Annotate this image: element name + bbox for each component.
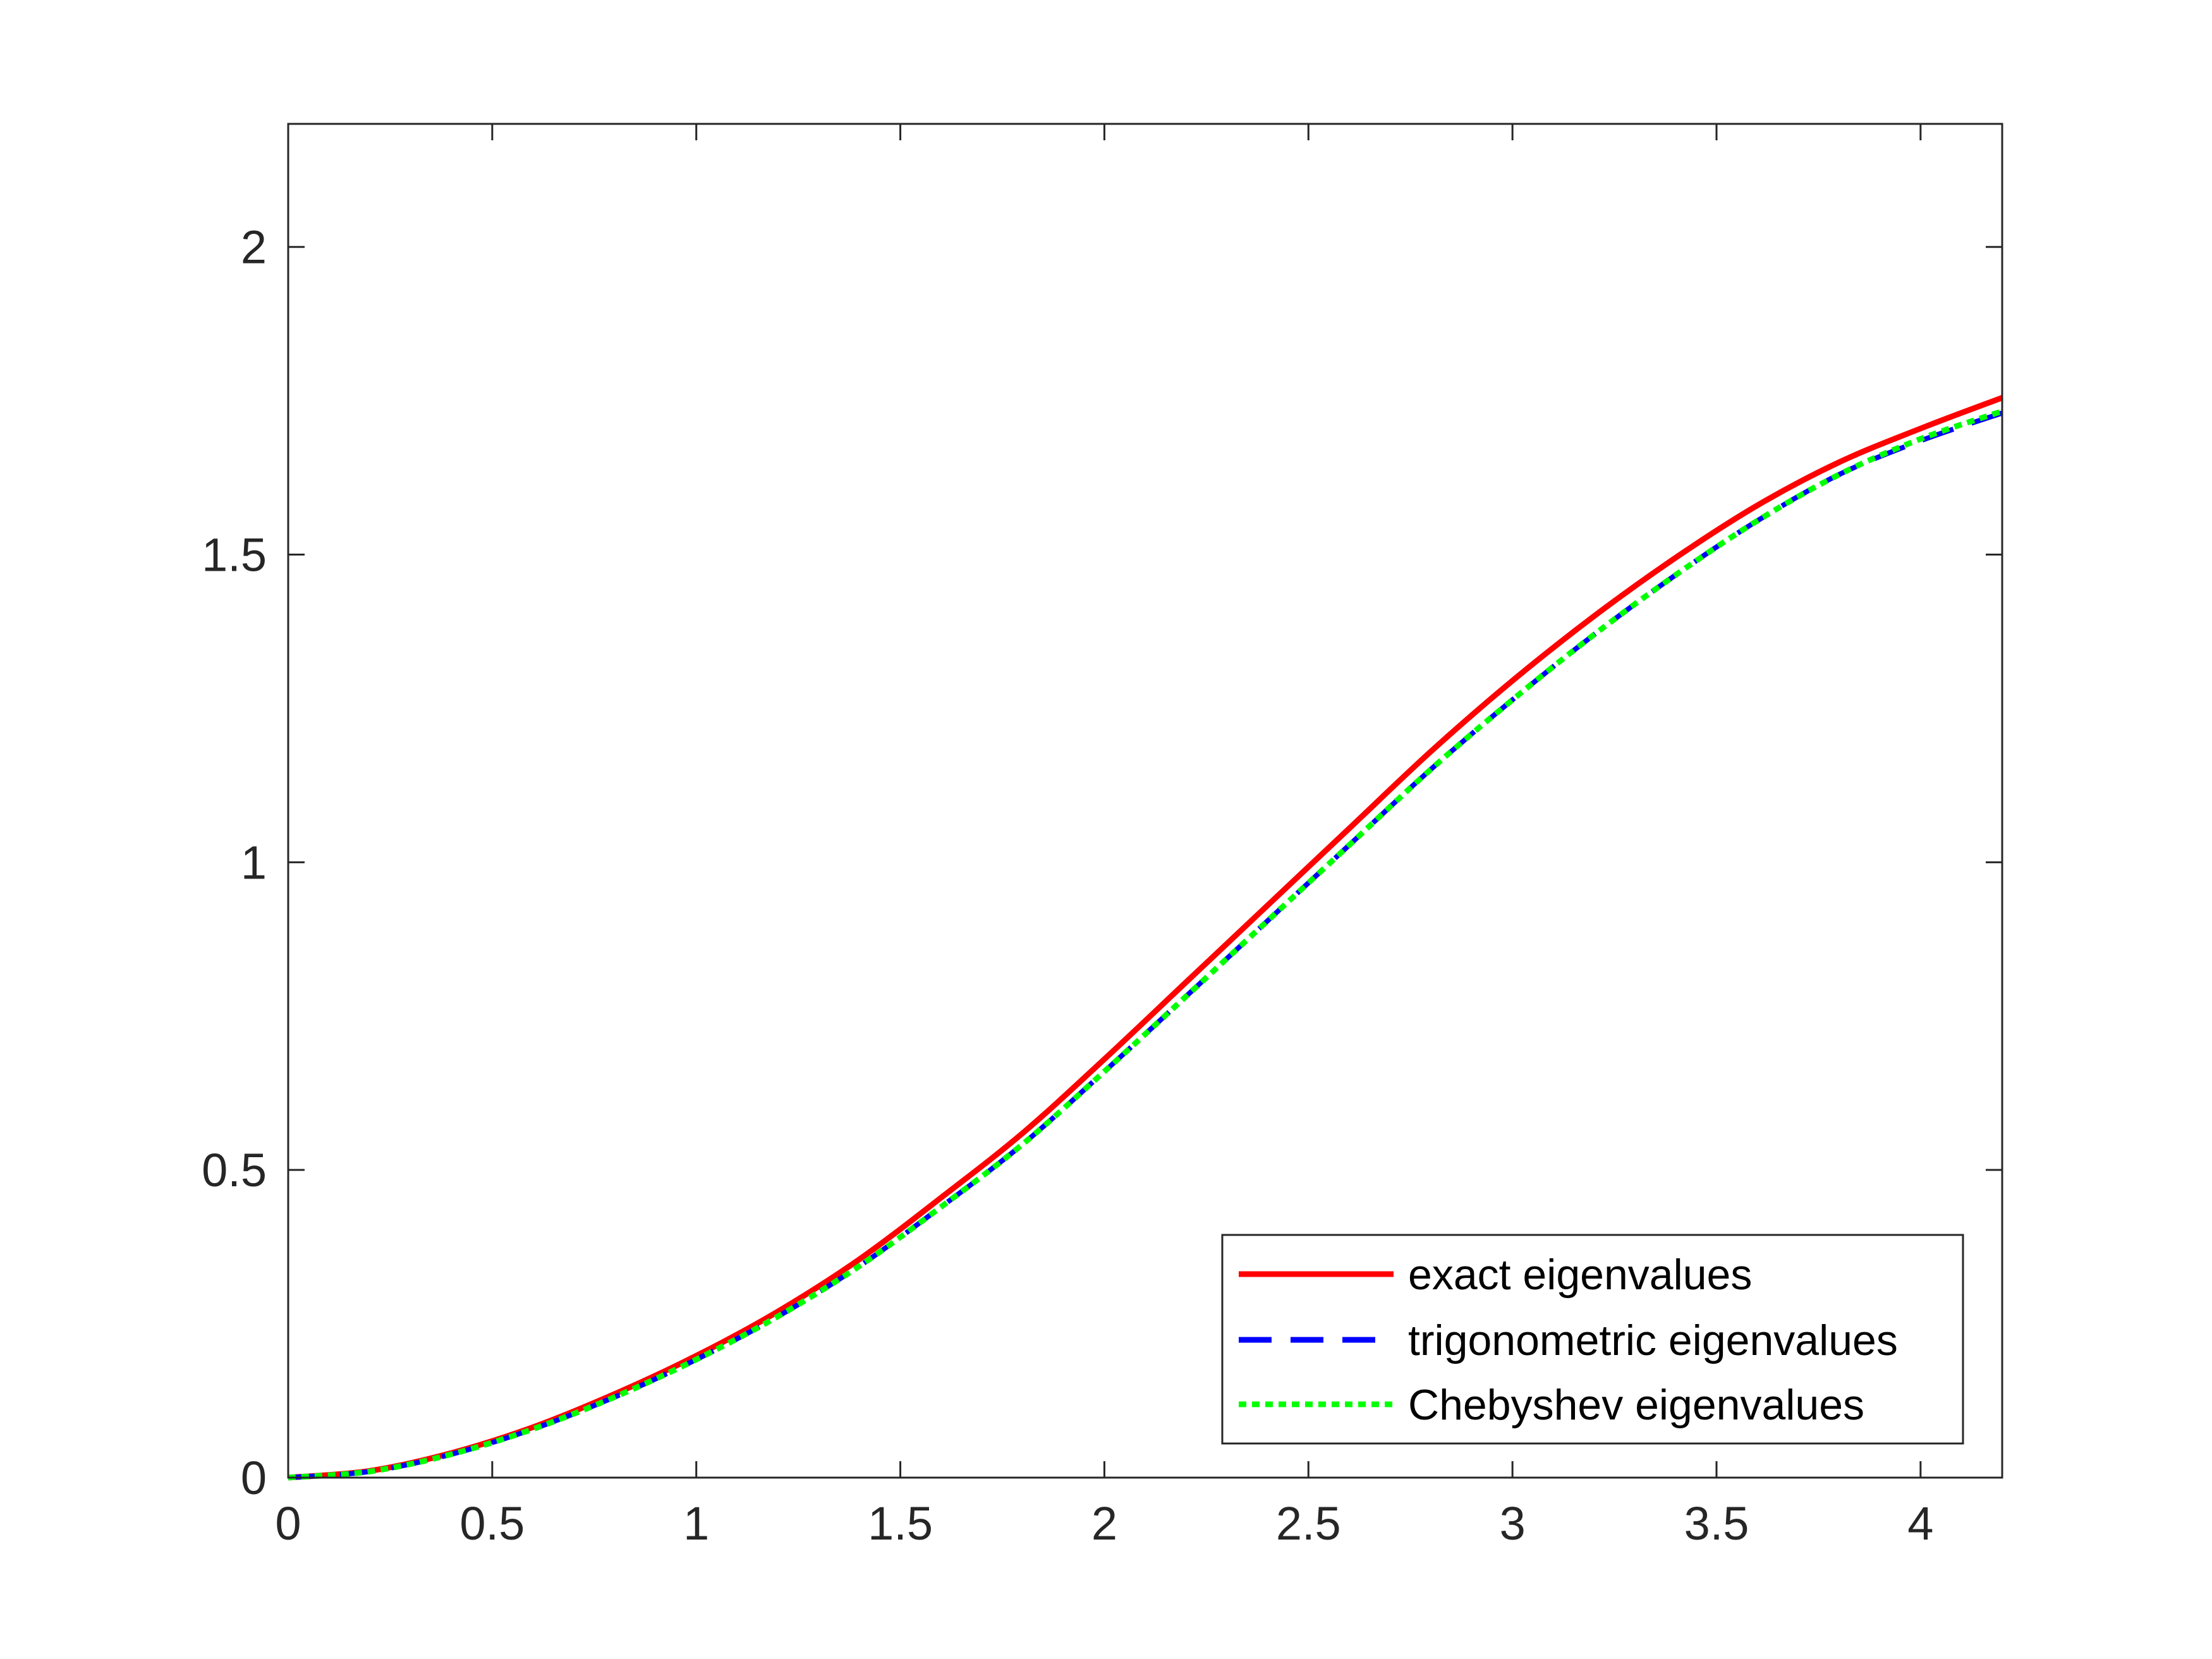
x-tick-label: 2.5 [1276,1497,1341,1550]
legend-label-trigonometric: trigonometric eigenvalues [1408,1316,1898,1364]
y-tick-label: 0.5 [202,1144,267,1196]
series-line-2 [288,408,2003,1481]
ticks-layer: 0 0.5 1 1.5 2 2.5 3 3.5 4 0 0.5 1 1.5 2 [202,124,2002,1550]
y-tick-label: 1 [241,836,267,889]
y-tick-label: 0 [241,1452,267,1504]
x-tick-label: 1 [683,1497,709,1550]
x-tick-label: 2 [1091,1497,1117,1550]
x-tick-label: 1.5 [868,1497,933,1550]
x-tick-label: 3 [1500,1497,1526,1550]
legend-label-chebyshev: Chebyshev eigenvalues [1408,1381,1864,1429]
y-tick-label: 1.5 [202,529,267,581]
axes-box [287,123,2003,1479]
x-tick-label: 4 [1907,1497,1933,1550]
legend: exact eigenvalues trigonometric eigenval… [1221,1234,1964,1445]
x-tick-label: 0.5 [459,1497,525,1550]
legend-label-exact: exact eigenvalues [1408,1251,1752,1299]
y-tick-label: 2 [241,221,267,274]
series-layer [288,395,2003,1481]
x-tick-label: 3.5 [1684,1497,1749,1550]
x-tick-label: 0 [275,1497,301,1550]
